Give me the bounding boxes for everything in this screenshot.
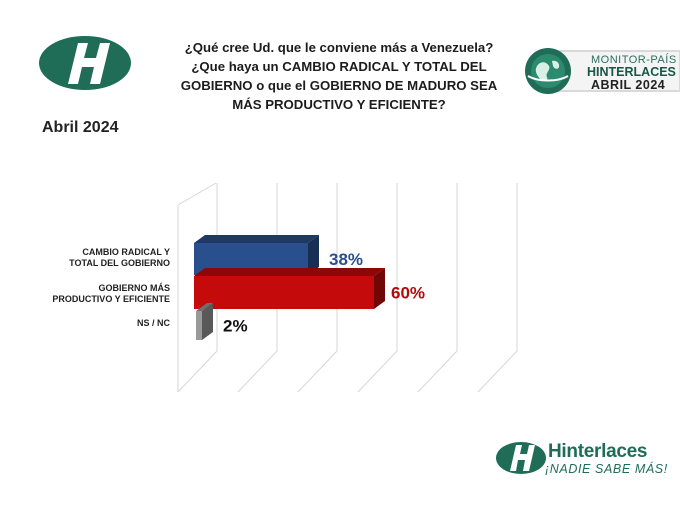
chart-question: ¿Qué cree Ud. que le conviene más a Vene… (148, 38, 530, 114)
bar (196, 311, 202, 340)
gridline-floor (297, 350, 338, 393)
category-label-line: CAMBIO RADICAL Y (82, 247, 170, 257)
gridline-floor (417, 350, 458, 393)
data-label: 60% (391, 284, 425, 303)
gridline-left-top (177, 182, 217, 206)
monitor-badge: MONITOR-PAÍS HINTERLACES ABRIL 2024 (521, 46, 680, 96)
badge-background (546, 50, 680, 92)
question-line: GOBIERNO o que el GOBIERNO DE MADURO SEA (180, 78, 498, 93)
bar-top-face (194, 235, 319, 243)
badge-title: MONITOR-PAÍS (591, 54, 677, 66)
gridline-floor (177, 350, 218, 393)
footer-tagline: ¡NADIE SABE MÁS! (545, 462, 668, 476)
survey-date: Abril 2024 (42, 119, 119, 136)
data-label: 38% (329, 250, 363, 269)
category-label-line: TOTAL DEL GOBIERNO (69, 258, 170, 268)
category-label-line: GOBIERNO MÁS (98, 283, 170, 293)
bar-top-face (196, 303, 213, 311)
category-label-line: PRODUCTIVO Y EFICIENTE (52, 294, 170, 304)
question-line: ¿Qué cree Ud. que le conviene más a Vene… (184, 40, 494, 55)
bar-top-face (194, 268, 385, 276)
gridline-floor (477, 350, 518, 393)
badge-brand: HINTERLACES (587, 65, 676, 79)
data-label: 2% (223, 317, 248, 336)
bar-side-face (374, 268, 385, 309)
gridline-floor (357, 350, 398, 393)
footer-brand: Hinterlaces (548, 441, 648, 462)
logo-icon (39, 36, 131, 90)
bar (194, 276, 374, 309)
globe-icon (525, 48, 571, 94)
category-label: NS / NC (137, 318, 170, 329)
category-label: CAMBIO RADICAL Y TOTAL DEL GOBIERNO (69, 247, 170, 269)
category-label-line: NS / NC (136, 318, 170, 328)
footer-logo-icon (496, 442, 546, 474)
question-line: ¿Que haya un CAMBIO RADICAL Y TOTAL DEL (191, 59, 487, 74)
question-line: MÁS PRODUCTIVO Y EFICIENTE? (232, 97, 446, 112)
bar-side-face (308, 235, 319, 275)
badge-date: ABRIL 2024 (591, 78, 666, 92)
category-label: GOBIERNO MÁS PRODUCTIVO Y EFICIENTE (52, 283, 170, 305)
bar-side-face (202, 303, 213, 340)
gridline-floor (237, 350, 278, 393)
